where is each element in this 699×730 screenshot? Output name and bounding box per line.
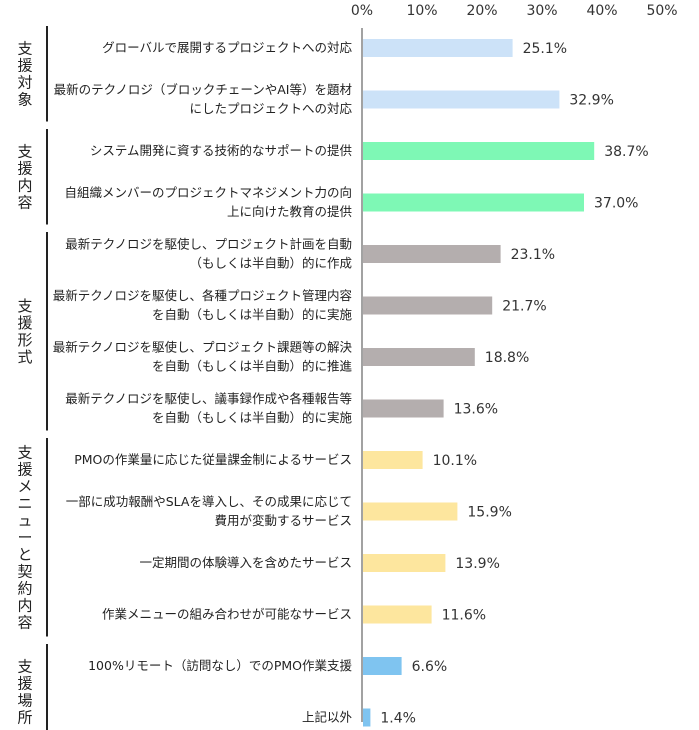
x-axis-ticks: 0% 10% 20% 30% 40% 50% <box>351 3 678 19</box>
bar <box>363 296 493 315</box>
category-label: 上に向けた教育の提供 <box>227 204 352 219</box>
category-label: 作業メニューの組み合わせが可能なサービス <box>102 607 352 622</box>
category-label: 最新テクノロジを駆使し、議事録作成や各種報告等 <box>65 391 352 406</box>
category-label: 最新テクノロジを駆使し、各種プロジェクト管理内容 <box>53 288 352 303</box>
bar <box>363 399 444 418</box>
category-label: 自組織メンバーのプロジェクトマネジメント力の向 <box>64 185 352 200</box>
category-label: 最新のテクノロジ（ブロックチェーンやAI等）を題材 <box>54 82 352 97</box>
x-tick-label: 10% <box>406 3 437 19</box>
bar-value-label: 6.6% <box>412 659 448 675</box>
bar <box>363 39 513 57</box>
x-tick-label: 30% <box>526 3 557 19</box>
bar-value-label: 21.7% <box>502 299 546 315</box>
bar-value-label: 32.9% <box>569 93 613 109</box>
category-label: を自動（もしくは半自動）的に推進 <box>152 359 353 374</box>
bar-value-label: 10.1% <box>433 453 477 469</box>
bar <box>363 708 371 727</box>
x-tick-label: 50% <box>646 3 677 19</box>
bar-value-label: 38.7% <box>604 144 648 160</box>
bar-value-label: 37.0% <box>594 196 638 212</box>
bar <box>363 605 432 624</box>
x-tick-label: 40% <box>586 3 617 19</box>
category-label: を自動（もしくは半自動）的に実施 <box>152 307 353 322</box>
bar <box>363 245 501 263</box>
bar <box>363 142 595 160</box>
bar <box>363 502 458 521</box>
category-label: 最新テクノロジを駆使し、プロジェクト課題等の解決 <box>53 340 353 355</box>
bar-value-label: 13.9% <box>455 556 499 572</box>
category-label: を自動（もしくは半自動）的に実施 <box>152 410 353 425</box>
category-label: グローバルで展開するプロジェクトへの対応 <box>102 40 352 55</box>
bar-value-label: 11.6% <box>442 608 486 624</box>
bar <box>363 90 560 109</box>
bar <box>363 193 584 212</box>
category-label: 一定期間の体験導入を含めたサービス <box>139 555 352 570</box>
category-label: 一部に成功報酬やSLAを導入し、その成果に応じて <box>66 494 352 509</box>
bar-value-label: 25.1% <box>523 41 567 57</box>
bar-value-label: 15.9% <box>467 505 511 521</box>
group-label: 支援メニューと契約内容 <box>17 444 32 632</box>
category-label: 最新テクノロジを駆使し、プロジェクト計画を自動 <box>65 237 352 252</box>
group-label: 支援内容 <box>17 143 32 212</box>
category-label: 費用が変動するサービス <box>214 513 352 528</box>
group-label: 支援対象 <box>17 40 32 109</box>
x-tick-label: 20% <box>466 3 497 19</box>
bar-value-label: 18.8% <box>485 350 529 366</box>
bar <box>363 657 402 675</box>
category-label: PMOの作業量に応じた従量課金制によるサービス <box>74 452 352 467</box>
bar-value-label: 13.6% <box>454 402 498 418</box>
group-label: 支援場所 <box>17 658 32 727</box>
category-label: システム開発に資する技術的なサポートの提供 <box>90 143 352 158</box>
group-label: 支援形式 <box>17 297 32 366</box>
category-label: 100%リモート（訪問なし）でのPMO作業支援 <box>88 658 352 673</box>
bar-value-label: 23.1% <box>511 247 555 263</box>
bar <box>363 554 446 572</box>
category-label: （もしくは半自動）的に作成 <box>189 256 352 271</box>
bar-rows: 25.1% グローバルで展開するプロジェクトへの対応 32.9% 最新のテクノロジ（ブ… <box>53 39 649 727</box>
category-label: にしたプロジェクトへの対応 <box>189 101 352 116</box>
x-tick-label: 0% <box>351 3 373 19</box>
category-label: 上記以外 <box>302 710 353 725</box>
bar <box>363 451 423 469</box>
bar <box>363 348 475 366</box>
bar-value-label: 1.4% <box>380 711 416 727</box>
